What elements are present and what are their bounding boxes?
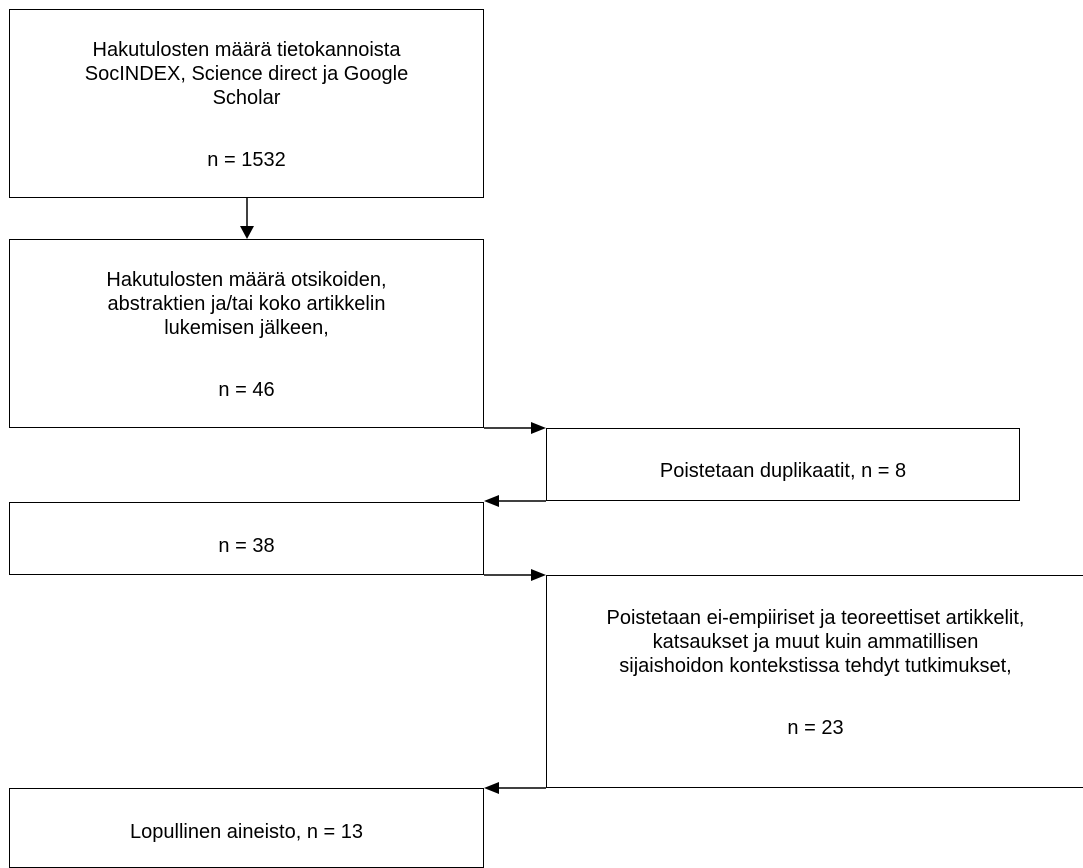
screened-results-line-3: lukemisen jälkeen, (164, 317, 329, 339)
arrow-left-1-head (484, 495, 499, 507)
screened-results-line-2: abstraktien ja/tai koko artikkelin (107, 293, 386, 315)
final-material-text: Lopullinen aineisto, n = 13 (130, 821, 363, 843)
exclusions-box: Poistetaan ei-empiiriset ja teoreettiset… (546, 575, 1083, 788)
screened-results-line-1: Hakutulosten määrä otsikoiden, (106, 269, 387, 291)
arrow-left-2-head (484, 782, 499, 794)
screened-results-count: n = 46 (218, 379, 275, 401)
search-results-text: Hakutulosten määrä tietokannoista SocIND… (10, 38, 483, 110)
exclusions-line-2: katsaukset ja muut kuin ammatillisen (652, 631, 979, 653)
arrow-right-1-head (531, 422, 546, 434)
exclusions-text: Poistetaan ei-empiiriset ja teoreettiset… (547, 606, 1083, 678)
exclusions-line-1: Poistetaan ei-empiiriset ja teoreettiset… (606, 607, 1025, 629)
search-results-line-2: SocINDEX, Science direct ja Google (84, 63, 409, 85)
search-results-box: Hakutulosten määrä tietokannoista SocIND… (9, 9, 484, 198)
arrow-down-head (240, 226, 254, 239)
duplicates-removed-box: Poistetaan duplikaatit, n = 8 (546, 428, 1020, 501)
screened-results-box: Hakutulosten määrä otsikoiden, abstrakti… (9, 239, 484, 428)
exclusions-count: n = 23 (787, 717, 844, 739)
search-results-line-3: Scholar (212, 87, 281, 109)
search-results-line-1: Hakutulosten määrä tietokannoista (92, 39, 401, 61)
arrow-right-2-head (531, 569, 546, 581)
duplicates-removed-text: Poistetaan duplikaatit, n = 8 (659, 460, 907, 482)
search-results-count: n = 1532 (207, 149, 286, 171)
screened-results-text: Hakutulosten määrä otsikoiden, abstrakti… (10, 268, 483, 340)
exclusions-line-3: sijaishoidon kontekstissa tehdyt tutkimu… (619, 655, 1012, 677)
after-duplicates-box: n = 38 (9, 502, 484, 575)
after-duplicates-count: n = 38 (218, 535, 275, 557)
